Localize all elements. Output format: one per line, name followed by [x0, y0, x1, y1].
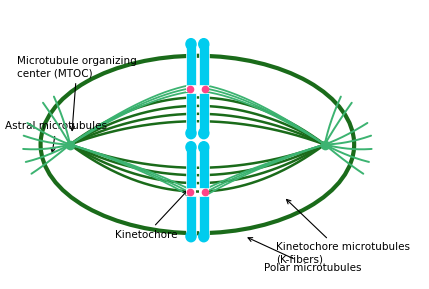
Text: Kinetochore: Kinetochore — [115, 191, 187, 240]
Circle shape — [199, 231, 209, 242]
Circle shape — [199, 128, 209, 139]
Circle shape — [186, 231, 196, 242]
Text: Kinetochore microtubules
(K-fibers): Kinetochore microtubules (K-fibers) — [276, 199, 410, 264]
Circle shape — [186, 142, 196, 153]
Polygon shape — [186, 93, 196, 133]
Text: Microtubule organizing
center (MTOC): Microtubule organizing center (MTOC) — [17, 56, 137, 131]
Polygon shape — [199, 93, 209, 133]
Polygon shape — [186, 44, 196, 85]
Text: Polar microtubules: Polar microtubules — [248, 238, 362, 273]
Polygon shape — [186, 189, 196, 195]
Polygon shape — [199, 189, 209, 195]
Polygon shape — [186, 86, 196, 92]
Text: Astral microtubules: Astral microtubules — [5, 121, 107, 152]
Circle shape — [186, 39, 196, 50]
Circle shape — [186, 128, 196, 139]
Polygon shape — [186, 196, 196, 236]
Polygon shape — [199, 147, 209, 188]
Circle shape — [199, 142, 209, 153]
Circle shape — [199, 39, 209, 50]
Polygon shape — [199, 196, 209, 236]
Polygon shape — [199, 86, 209, 92]
Polygon shape — [199, 44, 209, 85]
Polygon shape — [186, 147, 196, 188]
